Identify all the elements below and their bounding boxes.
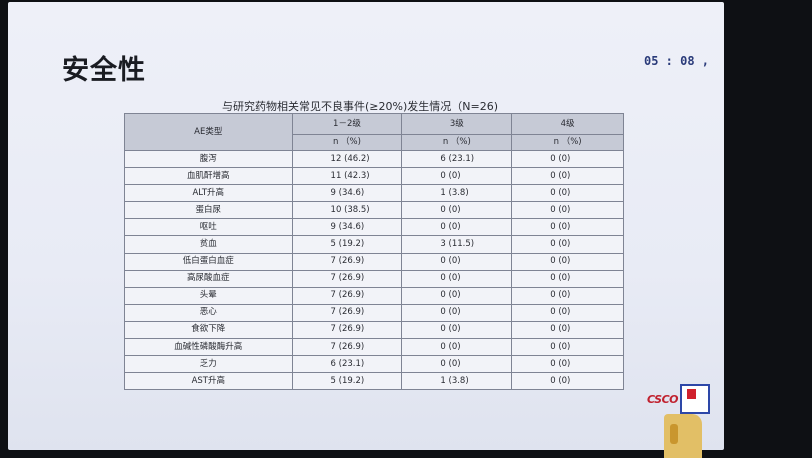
timer: 05 : 08 , xyxy=(644,54,710,68)
table-row: 食欲下降 7 (26.9) 0 (0) 0 (0) xyxy=(124,320,624,340)
grade-4-cell: 0 (0) xyxy=(511,338,624,357)
ae-cell: 低白蛋白血症 xyxy=(124,252,293,271)
grade-1-2-cell: 6 (23.1) xyxy=(291,355,403,374)
table-row: 蛋白尿 10 (38.5) 0 (0) 0 (0) xyxy=(124,201,624,220)
header-grade-4: 4级 xyxy=(511,113,624,135)
grade-3-cell: 0 (0) xyxy=(401,338,513,357)
grade-4-cell: 0 (0) xyxy=(511,149,624,169)
subheader-n-pct: n （%) xyxy=(401,134,513,151)
header-grade-3: 3级 xyxy=(401,113,513,135)
table-row: AST升高 5 (19.2) 1 (3.8) 0 (0) xyxy=(124,372,624,391)
header-grade-1-2: 1－2级 xyxy=(291,113,403,135)
grade-1-2-cell: 7 (26.9) xyxy=(291,286,403,305)
ae-cell: 食欲下降 xyxy=(124,320,293,340)
grade-3-cell: 1 (3.8) xyxy=(401,372,513,391)
table-row: 贫血 5 (19.2) 3 (11.5) 0 (0) xyxy=(124,235,624,254)
csco-logo: CSCO xyxy=(647,384,711,414)
grade-4-cell: 0 (0) xyxy=(511,269,624,288)
table-row: 头晕 7 (26.9) 0 (0) 0 (0) xyxy=(124,286,624,305)
grade-3-cell: 6 (23.1) xyxy=(401,149,513,169)
grade-4-cell: 0 (0) xyxy=(511,167,624,186)
grade-1-2-cell: 5 (19.2) xyxy=(291,235,403,254)
slide-title: 安全性 xyxy=(62,55,146,86)
table-body: 腹泻 12 (46.2) 6 (23.1) 0 (0) 血肌酐增高 11 (42.3) 0 … xyxy=(124,149,624,391)
grade-1-2-cell: 11 (42.3) xyxy=(291,167,403,186)
ae-cell: 头晕 xyxy=(124,286,293,305)
grade-1-2-cell: 12 (46.2) xyxy=(291,149,403,169)
table-caption: 与研究药物相关常见不良事件(≥20%)发生情况（N=26) xyxy=(222,100,498,113)
grade-3-cell: 0 (0) xyxy=(401,167,513,186)
grade-1-2-cell: 10 (38.5) xyxy=(291,201,403,220)
grade-4-cell: 0 (0) xyxy=(511,355,624,374)
grade-4-cell: 0 (0) xyxy=(511,372,624,391)
grade-4-cell: 0 (0) xyxy=(511,320,624,340)
grade-1-2-cell: 9 (34.6) xyxy=(291,184,403,203)
grade-1-2-cell: 5 (19.2) xyxy=(291,372,403,391)
table-row: 乏力 6 (23.1) 0 (0) 0 (0) xyxy=(124,355,624,374)
logo-text: CSCO xyxy=(647,392,679,406)
grade-4-cell: 0 (0) xyxy=(511,184,624,203)
grade-1-2-cell: 7 (26.9) xyxy=(291,252,403,271)
table-row: 高尿酸血症 7 (26.9) 0 (0) 0 (0) xyxy=(124,269,624,288)
grade-1-2-cell: 7 (26.9) xyxy=(291,269,403,288)
grade-4-cell: 0 (0) xyxy=(511,218,624,237)
grade-1-2-cell: 7 (26.9) xyxy=(291,338,403,357)
ae-cell: 高尿酸血症 xyxy=(124,269,293,288)
grade-3-cell: 0 (0) xyxy=(401,286,513,305)
ae-cell: 呕吐 xyxy=(124,218,293,237)
ae-cell: 血肌酐增高 xyxy=(124,167,293,186)
table-row: 血肌酐增高 11 (42.3) 0 (0) 0 (0) xyxy=(124,167,624,186)
logo-icon xyxy=(680,384,711,414)
grade-1-2-cell: 9 (34.6) xyxy=(291,218,403,237)
ae-cell: AST升高 xyxy=(124,372,293,391)
grade-3-cell: 0 (0) xyxy=(401,355,513,374)
decoration-shape xyxy=(664,414,702,458)
table-row: 低白蛋白血症 7 (26.9) 0 (0) 0 (0) xyxy=(124,252,624,271)
grade-4-cell: 0 (0) xyxy=(511,303,624,322)
grade-3-cell: 3 (11.5) xyxy=(401,235,513,254)
table-row: 恶心 7 (26.9) 0 (0) 0 (0) xyxy=(124,303,624,322)
ae-cell: 恶心 xyxy=(124,303,293,322)
header-ae-type: AE类型 xyxy=(124,113,293,151)
ae-cell: 乏力 xyxy=(124,355,293,374)
grade-4-cell: 0 (0) xyxy=(511,201,624,220)
ae-cell: ALT升高 xyxy=(124,184,293,203)
table-header-row: AE类型 1－2级 3级 4级 xyxy=(124,113,624,151)
grade-3-cell: 0 (0) xyxy=(401,218,513,237)
ae-cell: 血碱性磷酸酶升高 xyxy=(124,338,293,357)
grade-3-cell: 0 (0) xyxy=(401,320,513,340)
grade-3-cell: 0 (0) xyxy=(401,201,513,220)
ae-cell: 蛋白尿 xyxy=(124,201,293,220)
grade-4-cell: 0 (0) xyxy=(511,252,624,271)
grade-1-2-cell: 7 (26.9) xyxy=(291,303,403,322)
subheader-n-pct: n （%) xyxy=(291,134,403,151)
table-row: 血碱性磷酸酶升高 7 (26.9) 0 (0) 0 (0) xyxy=(124,338,624,357)
ae-table: AE类型 1－2级 3级 4级 n （%) n （%) n （%) 腹泻 12 (… xyxy=(124,113,624,391)
ae-cell: 腹泻 xyxy=(124,149,293,169)
grade-3-cell: 0 (0) xyxy=(401,252,513,271)
table-row: 呕吐 9 (34.6) 0 (0) 0 (0) xyxy=(124,218,624,237)
table-row: ALT升高 9 (34.6) 1 (3.8) 0 (0) xyxy=(124,184,624,203)
subheader-n-pct: n （%) xyxy=(511,134,624,151)
grade-3-cell: 1 (3.8) xyxy=(401,184,513,203)
ae-cell: 贫血 xyxy=(124,235,293,254)
slide: 安全性 05 : 08 , 与研究药物相关常见不良事件(≥20%)发生情况（N=… xyxy=(8,2,724,450)
table-row: 腹泻 12 (46.2) 6 (23.1) 0 (0) xyxy=(124,149,624,169)
grade-4-cell: 0 (0) xyxy=(511,286,624,305)
grade-3-cell: 0 (0) xyxy=(401,303,513,322)
grade-1-2-cell: 7 (26.9) xyxy=(291,320,403,340)
grade-4-cell: 0 (0) xyxy=(511,235,624,254)
grade-3-cell: 0 (0) xyxy=(401,269,513,288)
